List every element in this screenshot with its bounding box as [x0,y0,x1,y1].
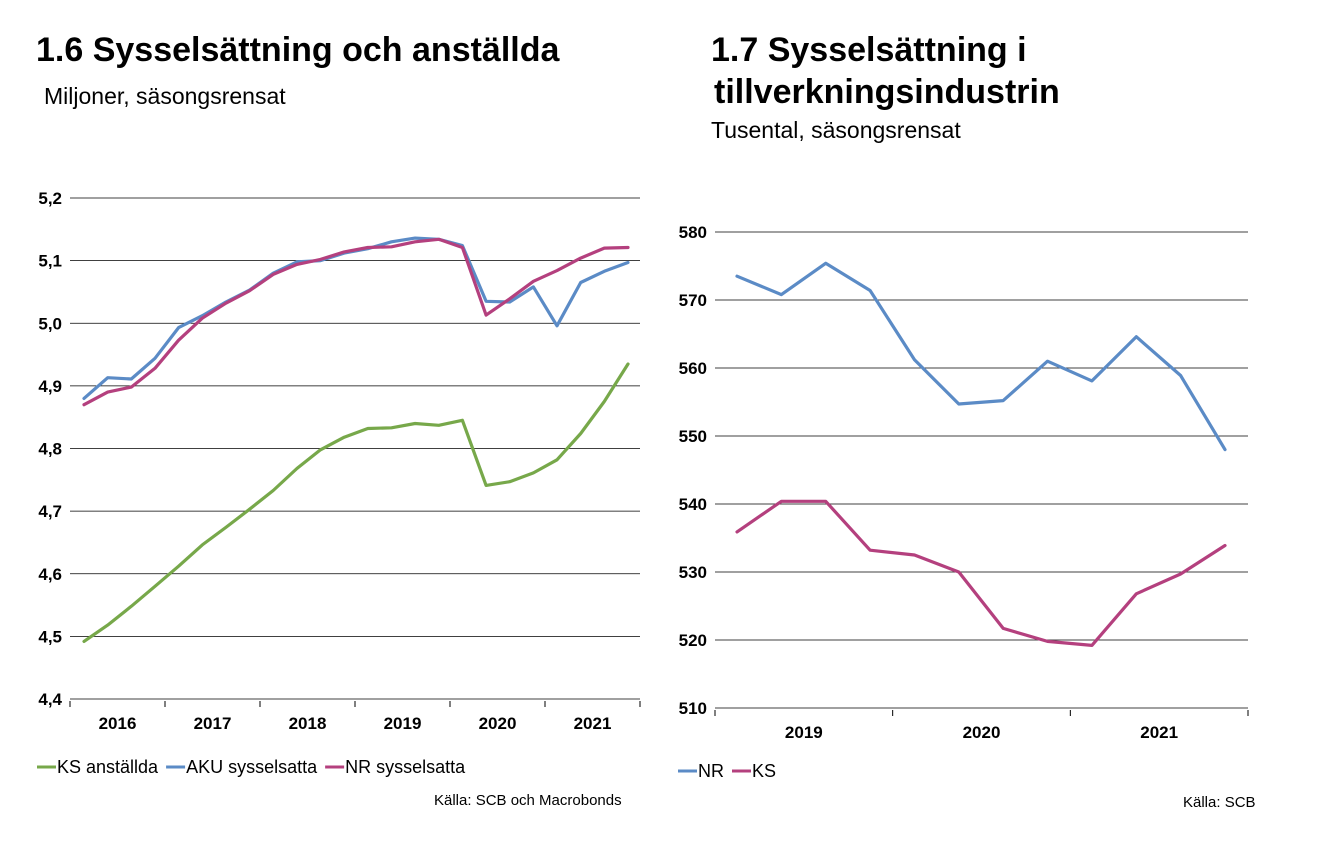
x-tick-label: 2019 [785,723,823,742]
y-tick-label: 5,1 [38,252,62,271]
y-tick-label: 4,7 [38,502,62,521]
chart-1-source: Källa: SCB och Macrobonds [434,792,622,809]
y-tick-label: 4,6 [38,565,62,584]
chart-2-title-line1: 1.7 Sysselsättning i [711,31,1027,69]
chart-2-plot: 510 520 530 540 550 560 570 580 2019 2020 2021 NR KS [678,223,1249,781]
y-tick-label: 5,2 [38,189,62,208]
x-tick-label: 2016 [99,714,137,733]
x-tick-label: 2020 [963,723,1001,742]
chart-1-plot: 4,4 4,5 4,6 4,7 4,8 4,9 5,0 5,1 5,2 2016 2017 2018 2… [37,189,641,777]
chart-2-subtitle: Tusental, säsongsrensat [711,117,961,143]
x-tick-label: 2021 [574,714,612,733]
y-tick-label: 560 [679,359,707,378]
legend-label: KS anställda [57,757,159,777]
y-tick-label: 530 [679,563,707,582]
y-tick-label: 510 [679,699,707,718]
y-tick-label: 540 [679,495,707,514]
chart-2-source: Källa: SCB [1183,794,1256,811]
y-tick-label: 4,4 [38,690,62,709]
series-line-nr [735,261,1227,452]
series-line-ks-anställda [82,362,630,644]
x-tick-label: 2019 [384,714,422,733]
legend-label: AKU sysselsatta [186,757,318,777]
series-line-ks [735,499,1227,648]
y-tick-label: 550 [679,427,707,446]
legend-label: KS [752,761,776,781]
x-tick-label: 2021 [1140,723,1178,742]
y-tick-label: 4,9 [38,377,62,396]
x-tick-label: 2017 [194,714,232,733]
series-line-aku-sysselsatta [82,236,630,400]
y-tick-label: 520 [679,631,707,650]
y-tick-label: 570 [679,291,707,310]
y-tick-label: 4,5 [38,627,62,646]
legend-label: NR [698,761,724,781]
x-tick-label: 2018 [289,714,327,733]
y-tick-label: 5,0 [38,314,62,333]
y-tick-label: 4,8 [38,440,62,459]
chart-1-subtitle: Miljoner, säsongsrensat [44,83,286,109]
chart-2-title-line2: tillverkningsindustrin [714,73,1060,111]
x-tick-label: 2020 [479,714,517,733]
y-tick-label: 580 [679,223,707,242]
legend-label: NR sysselsatta [345,757,466,777]
series-line-nr-sysselsatta [82,237,630,407]
chart-1-title: 1.6 Sysselsättning och anställda [36,31,560,69]
